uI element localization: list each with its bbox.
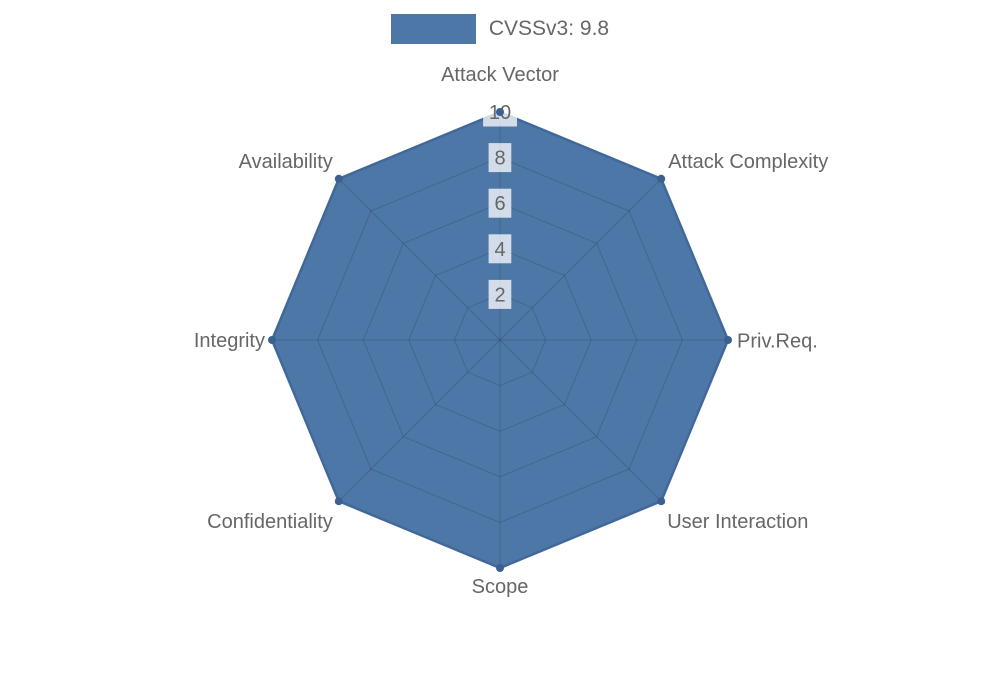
axis-tick-backdrop (488, 279, 512, 309)
axis-tick-label: 6 (494, 193, 505, 215)
radar-data-point[interactable] (496, 108, 504, 116)
axis-label-user-interaction: User Interaction (667, 511, 808, 533)
legend-item-cvssv3[interactable]: CVSSv3: 9.8 (390, 14, 610, 44)
axis-label-integrity: Integrity (194, 330, 265, 352)
radar-grid-ring (362, 202, 638, 478)
radar-spoke (338, 178, 501, 341)
axis-label-scope: Scope (472, 576, 529, 598)
radar-grid-ring (453, 293, 547, 387)
radar-data-point[interactable] (657, 174, 666, 183)
legend-swatch (390, 14, 476, 44)
chart-legend: CVSSv3: 9.8 (0, 14, 1000, 44)
axis-tick-label: 2 (494, 284, 505, 306)
radar-data-point[interactable] (268, 336, 276, 344)
axis-tick-backdrop (488, 143, 512, 173)
axis-tick-label: 8 (494, 148, 505, 170)
axis-label-attack-complexity: Attack Complexity (668, 151, 828, 173)
axis-label-attack-vector: Attack Vector (441, 64, 559, 86)
legend-label: CVSSv3: 9.8 (488, 17, 610, 40)
radar-data-point[interactable] (496, 564, 504, 572)
axis-label-priv-req: Priv.Req. (737, 331, 818, 353)
radar-data-point[interactable] (334, 497, 343, 506)
radar-data-point[interactable] (724, 336, 732, 344)
axis-tick-backdrop (488, 188, 512, 218)
radar-spoke (499, 339, 662, 502)
radar-data-point[interactable] (657, 497, 666, 506)
radar-grid-ring (317, 157, 683, 523)
radar-spoke (338, 339, 501, 502)
radar-grid-ring (408, 248, 592, 432)
axis-label-confidentiality: Confidentiality (207, 511, 333, 533)
axis-label-availability: Availability (239, 151, 333, 173)
radar-fill-area (272, 112, 728, 568)
axis-tick-label: 4 (494, 239, 505, 261)
axis-tick-backdrop (488, 234, 512, 264)
radar-data-point[interactable] (334, 174, 343, 183)
radar-spoke (499, 178, 662, 341)
